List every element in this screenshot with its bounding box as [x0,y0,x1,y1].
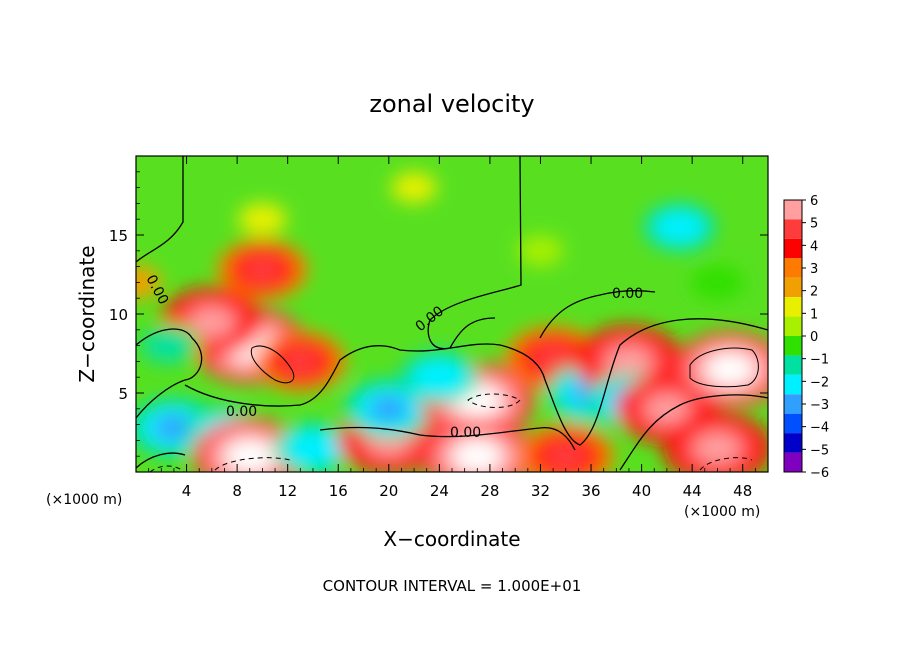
contour-interval-note: CONTOUR INTERVAL = 1.000E+01 [323,577,582,595]
contour-bottom-dashed-right [699,457,753,471]
y-axis-label: Z−coordinate [75,245,99,382]
field-blob [154,414,194,441]
x-tick-label: 16 [329,482,348,500]
x-tick-label: 8 [232,482,242,500]
field-blob [224,439,275,472]
colorbar-swatch [784,258,802,278]
y-tick-label: 5 [118,385,128,403]
field-blob [452,439,503,472]
field-blob [532,344,575,373]
x-axis-label: X−coordinate [383,527,520,551]
colorbar-label: 0 [810,330,818,345]
field-blob [369,395,409,422]
colorbar-swatch [784,316,802,336]
field-blob [544,442,587,471]
contour-center-dashed [467,393,521,408]
field-blob [644,393,690,424]
colorbar-label: 2 [810,285,818,300]
colorbar-label: −5 [810,443,829,458]
x-tick-label: 32 [531,482,550,500]
x-axis: 4 8 12 16 20 24 28 32 36 40 44 48 [148,156,756,500]
colorbar-label: 1 [810,307,818,322]
colorbar-swatch [784,277,802,298]
field-blob [143,329,192,362]
field-blob [605,345,653,378]
velocity-field [136,172,768,472]
contour-left-max [250,345,295,384]
contour-label: 0.00 [226,404,257,420]
zero-contour-center-band [184,318,768,446]
zero-contour-center-lower [319,426,576,451]
field-blob [653,209,706,245]
contour-right-max [689,347,759,388]
x-tick-label: 12 [278,482,297,500]
colorbar-swatch [784,355,802,375]
colorbar-swatch [784,413,802,434]
zero-contour-upper-center [427,156,522,350]
field-blob [189,306,235,337]
field-blob [284,429,342,468]
field-blob [690,264,745,301]
x-tick-label: 44 [683,482,702,500]
field-blob [391,172,437,203]
x-unit-label: (×1000 m) [684,504,760,520]
colorbar-swatch [784,394,802,414]
x-tick-label: 36 [581,482,600,500]
colorbar-swatch [784,219,802,239]
colorbar-swatch [784,374,802,395]
colorbar-label: 5 [810,217,818,232]
plot-area: 0.00 0.00 0.00 0.00 0.00 [136,156,768,472]
field-blob [242,256,283,283]
contour-bottom-dashed-mid [149,465,185,472]
colorbar-label: −1 [810,353,829,368]
colorbar-label: 4 [810,239,818,254]
z-unit-label: (×1000 m) [46,492,122,508]
zero-contour-bottom-left [136,452,186,469]
x-tick-label: 20 [379,482,398,500]
field-blob [238,203,287,236]
colorbar-label: 3 [810,262,818,277]
contour-label: 0.00 [450,425,481,441]
x-tick-label: 40 [632,482,651,500]
contour-lines [136,156,768,472]
zero-contour-upper-left [136,156,184,263]
chart-title: zonal velocity [369,90,534,118]
colorbar-swatch [784,336,802,356]
colorbar-swatch [784,297,802,317]
colorbar-swatch [784,433,802,453]
field-blob [693,432,742,465]
zero-contour-left-band [136,328,203,419]
contour-bottom-dashed-left [214,457,291,471]
colorbar-label: −2 [810,375,829,390]
x-tick-label: 48 [733,482,752,500]
zero-contour-bottom-right [619,394,768,471]
field-blob [705,352,756,387]
colorbar-label: −6 [810,466,829,481]
colorbar-swatch [784,238,802,259]
field-blob [517,235,564,266]
x-tick-label: 4 [182,482,192,500]
colorbar-swatch [784,200,802,220]
field-blob [411,358,468,396]
y-tick-label: 10 [109,306,128,324]
zero-contour-right-upper [539,290,656,339]
colorbar-label: −4 [810,421,829,436]
y-tick-label: 15 [109,227,128,245]
colorbar-label: 6 [810,194,818,209]
x-tick-label: 24 [430,482,449,500]
contour-label: 0.00 [612,286,643,302]
field-blob [136,265,162,300]
y-axis: 5 10 15 [109,171,768,457]
colorbar-label: −3 [810,398,829,413]
colorbar: 6 5 4 3 2 1 0 −1 −2 −3 −4 −5 −6 [783,194,829,481]
colorbar-swatch [784,452,802,472]
x-tick-label: 28 [480,482,499,500]
